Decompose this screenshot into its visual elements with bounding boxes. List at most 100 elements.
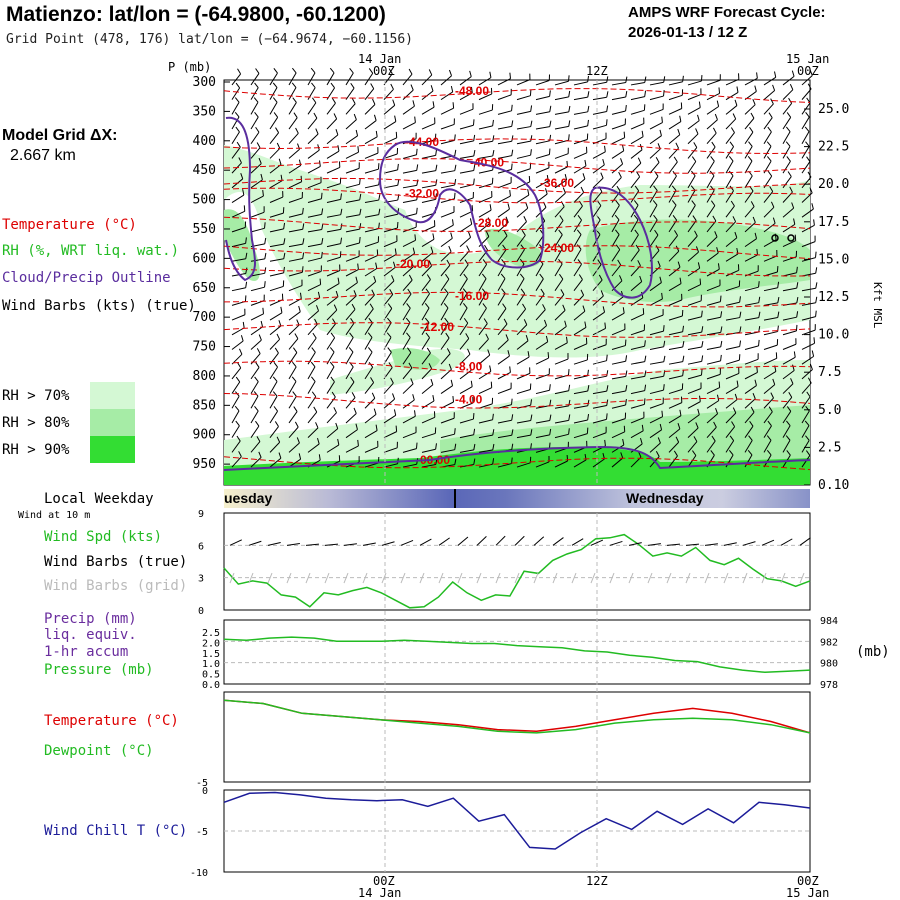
wind-barb-226 xyxy=(402,184,417,189)
wind-barb-flag-207 xyxy=(620,158,624,165)
wind-barb-flag-569 xyxy=(425,332,430,339)
wind-barb-flag-28 xyxy=(756,72,758,79)
rh80-region-mid xyxy=(390,348,440,370)
wind-barb-272 xyxy=(687,190,696,203)
wind-barb-56 xyxy=(706,92,720,101)
wind-barb-flag-762 xyxy=(568,428,570,435)
cycle-line-2: 2026-01-13 / 12 Z xyxy=(628,24,748,41)
wind-barb-28 xyxy=(763,76,777,86)
wind-barb-157 xyxy=(269,148,281,159)
wind-barb-flag-184 xyxy=(766,141,772,147)
wind-barb-440 xyxy=(345,282,358,292)
wind-barb-223 xyxy=(345,183,360,189)
wind-barb-flag-357 xyxy=(521,230,526,236)
wind-barb-flag-740 xyxy=(732,407,737,414)
wind-barb-flag-348 xyxy=(359,236,361,244)
wind-barb-420 xyxy=(554,263,563,277)
wind-barb-flag-335 xyxy=(692,215,697,221)
wind-barb-124 xyxy=(231,131,240,144)
temperature-contour-label-7: -20.00 xyxy=(396,257,430,271)
wind-barb-flag-836 xyxy=(786,450,791,456)
wind-barb-flag-584 xyxy=(720,340,723,347)
wind-barb-flag-580 xyxy=(644,340,646,347)
wind-barb-469 xyxy=(307,297,320,306)
wind-barb-flag-614 xyxy=(701,355,704,362)
wind-barb-114 xyxy=(630,123,645,130)
wind-barb-flag-195 xyxy=(397,163,399,170)
wind-barb-721 xyxy=(383,414,396,424)
wind-barb-flag-713 xyxy=(806,391,811,398)
wind-barb-479 xyxy=(497,293,506,306)
wind-barb-flag-248 xyxy=(807,171,812,178)
wind-barb-flag-742 xyxy=(768,406,773,413)
wind-barb-flag-108 xyxy=(511,120,514,127)
wind-barb-flag-404 xyxy=(245,267,248,274)
wind-barb-579 xyxy=(630,345,645,350)
wind-barb-flag-324 xyxy=(487,217,491,224)
wind-barb-flag-606 xyxy=(547,352,550,359)
wind-barb-flag-206 xyxy=(602,158,605,166)
wind-barb-378 xyxy=(345,255,360,262)
wind-barb-241 xyxy=(687,175,696,189)
wind-barb-flag-69 xyxy=(351,98,356,104)
wind-barb-flag-224 xyxy=(359,178,361,185)
wind-barb-659 xyxy=(383,382,394,394)
wind-barb-148 xyxy=(687,133,699,145)
wind-barb-778 xyxy=(288,442,300,453)
surface-barb-26 xyxy=(723,542,737,546)
wind-barb-flag-610 xyxy=(625,355,628,362)
windchill-tick--10: -10 xyxy=(190,868,208,879)
wind-barb-flag-20 xyxy=(606,76,609,83)
wind-barb-59 xyxy=(763,90,775,101)
wind-barb-496 xyxy=(231,314,246,321)
wind-barb-312 xyxy=(269,228,284,233)
wind-barb-flag-403 xyxy=(815,251,817,258)
wind-barb-flag-77 xyxy=(511,104,513,111)
wind-barb-691 xyxy=(402,399,415,409)
wind-barb-499 xyxy=(288,311,301,321)
wind-barb-442 xyxy=(383,280,395,292)
wind-barb-7 xyxy=(364,73,374,86)
wind-barb-739 xyxy=(725,412,737,424)
wind-barb-807 xyxy=(250,457,262,468)
wind-barb-flag-142 xyxy=(568,134,570,141)
wind-barb-5 xyxy=(326,72,335,86)
wind-barb-271 xyxy=(668,190,677,203)
wind-barb-72 xyxy=(421,106,435,115)
wind-barb-flag-94 xyxy=(234,111,240,118)
grid-barb-24 xyxy=(685,572,691,584)
wind-barb-100 xyxy=(364,120,377,130)
wind-barb-540 xyxy=(478,323,488,336)
wind-barb-472 xyxy=(364,294,375,306)
wind-barb-823 xyxy=(554,460,568,468)
wind-barb-409 xyxy=(345,269,359,277)
wind-barb-flag-360 xyxy=(576,229,582,235)
surface-barb-16 xyxy=(533,536,545,546)
wind-barb-flag-4 xyxy=(292,67,297,74)
wind-barb-140 xyxy=(535,140,550,145)
wind-barb-506 xyxy=(421,307,430,321)
wind-barb-flag-271 xyxy=(653,185,658,191)
wind-barb-156 xyxy=(250,147,261,159)
wind-barb-flag-246 xyxy=(767,170,773,177)
wind-barb-flag-722 xyxy=(393,409,397,416)
wind-barb-575 xyxy=(554,342,568,350)
wind-barb-514 xyxy=(573,310,586,321)
wind-barb-flag-187 xyxy=(238,157,242,164)
wind-barb-flag-821 xyxy=(511,457,513,464)
wind-barb-flag-820 xyxy=(492,458,495,465)
wind-height-note: Wind at 10 m xyxy=(18,510,91,521)
wind-barb-flag-651 xyxy=(809,363,813,370)
wind-barb-flag-52 xyxy=(625,91,628,98)
cloud-outline-1 xyxy=(225,116,256,282)
wind-barb-flag-146 xyxy=(641,130,644,137)
wind-barb-284 xyxy=(326,214,341,218)
wind-barb-625 xyxy=(326,366,335,380)
grid-barb-0 xyxy=(229,572,235,584)
wind-barb-209 xyxy=(668,161,678,174)
wind-barb-flag-716 xyxy=(273,406,278,412)
pressure-tick-650: 650 xyxy=(193,281,216,296)
wind-barb-flag-677 xyxy=(718,381,721,388)
kft-tick-3: 17.5 xyxy=(818,215,849,230)
wind-barb-208 xyxy=(649,162,660,174)
